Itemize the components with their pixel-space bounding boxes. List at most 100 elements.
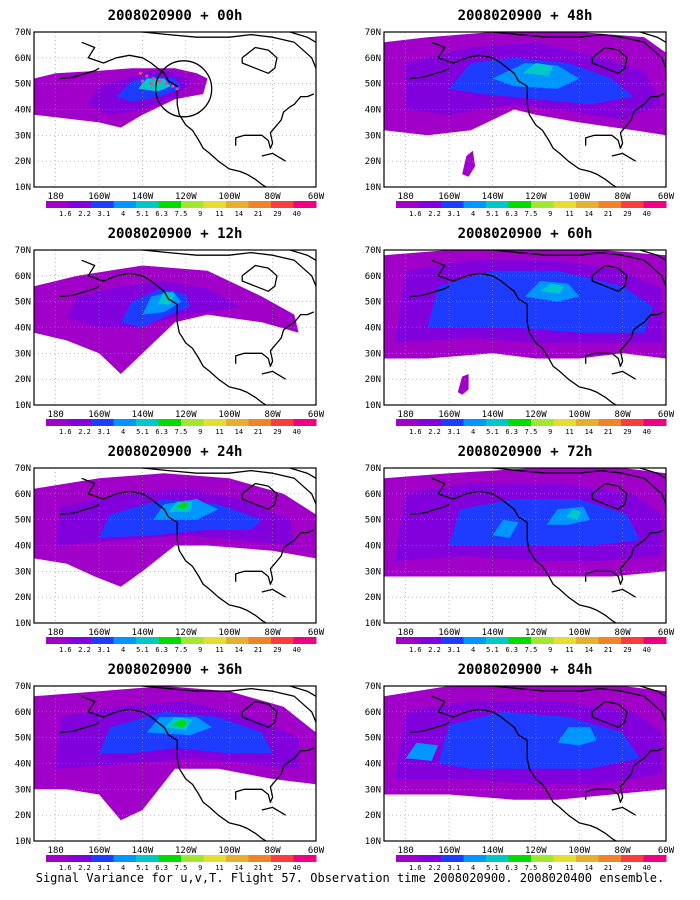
colorbar-label: 40 bbox=[292, 210, 300, 218]
colorbar-swatch bbox=[441, 637, 464, 644]
coastline bbox=[409, 721, 450, 734]
colorbar-label: 2.2 bbox=[428, 428, 441, 436]
colorbar-label: 11 bbox=[565, 210, 573, 218]
lat-label: 30N bbox=[15, 131, 31, 141]
panel-48h: 2008020900 + 48h 10N 20N 30N 40N 50N 60N 70N 18… bbox=[350, 0, 700, 218]
coastline bbox=[492, 467, 667, 505]
coastline bbox=[59, 67, 100, 80]
coastlines bbox=[409, 249, 667, 406]
lat-label: 70N bbox=[365, 464, 381, 474]
variance-contour bbox=[566, 509, 582, 520]
flight-track-point bbox=[175, 87, 179, 91]
colorbar-swatch bbox=[486, 201, 509, 208]
colorbar-label: 11 bbox=[565, 864, 573, 872]
coastline bbox=[235, 529, 315, 585]
lon-label: 60W bbox=[658, 192, 675, 202]
variance-fill bbox=[384, 686, 666, 800]
flight-track-point bbox=[164, 82, 168, 86]
lon-label: 100W bbox=[568, 628, 590, 638]
coastline bbox=[431, 695, 617, 842]
colorbar-swatch bbox=[113, 419, 137, 426]
lon-label: 140W bbox=[482, 410, 504, 420]
flight-track-point bbox=[145, 74, 149, 78]
colorbar-swatch bbox=[271, 637, 294, 644]
colorbar-label: 29 bbox=[273, 428, 281, 436]
colorbar-swatch bbox=[576, 637, 599, 644]
colorbar-label: 21 bbox=[254, 210, 262, 218]
colorbar-label: 40 bbox=[642, 864, 650, 872]
lon-label: 140W bbox=[482, 846, 504, 856]
panel-72h: 2008020900 + 72h 10N 20N 30N 40N 50N 60N 70N 18… bbox=[350, 436, 700, 654]
lon-label: 120W bbox=[175, 410, 197, 420]
coastline bbox=[142, 685, 317, 723]
colorbar-swatch bbox=[248, 419, 272, 426]
lat-label: 70N bbox=[365, 682, 381, 692]
lat-label: 70N bbox=[15, 682, 31, 692]
variance-fill bbox=[34, 265, 299, 374]
colorbar-label: 29 bbox=[273, 646, 281, 654]
coastline bbox=[409, 67, 450, 80]
coastline bbox=[81, 41, 267, 188]
coastline bbox=[289, 467, 317, 479]
lat-label: 50N bbox=[365, 516, 381, 526]
colorbar-swatch bbox=[203, 201, 227, 208]
lon-label: 80W bbox=[614, 628, 631, 638]
variance-fill bbox=[34, 68, 208, 128]
lon-label: 80W bbox=[614, 410, 631, 420]
lon-label: 100W bbox=[218, 410, 240, 420]
map-frame bbox=[383, 249, 667, 406]
hudson-bay bbox=[591, 46, 628, 74]
colorbar-label: 11 bbox=[215, 428, 223, 436]
lat-label: 10N bbox=[15, 401, 31, 411]
lat-label: 20N bbox=[365, 157, 381, 167]
lat-label: 30N bbox=[365, 131, 381, 141]
colorbar-label: 5.1 bbox=[486, 864, 499, 872]
lon-label: 160W bbox=[438, 192, 460, 202]
colorbar-swatch bbox=[441, 201, 464, 208]
colorbar-swatch bbox=[553, 855, 577, 862]
colorbar-label: 7.5 bbox=[525, 864, 538, 872]
colorbar-swatch bbox=[418, 419, 442, 426]
colorbar-swatch bbox=[396, 637, 419, 644]
colorbar-swatch bbox=[136, 201, 159, 208]
lat-label: 50N bbox=[365, 298, 381, 308]
lon-label: 160W bbox=[88, 628, 110, 638]
colorbar-label: 4 bbox=[121, 646, 125, 654]
colorbar-swatch bbox=[158, 637, 182, 644]
colorbar-label: 29 bbox=[273, 864, 281, 872]
colorbar-label: 21 bbox=[254, 646, 262, 654]
map-frame bbox=[383, 467, 667, 624]
colorbar-label: 1.6 bbox=[59, 646, 72, 654]
hudson-bay bbox=[591, 264, 628, 292]
lat-label: 70N bbox=[365, 28, 381, 38]
colorbar-label: 11 bbox=[565, 428, 573, 436]
colorbar-label: 1.6 bbox=[59, 428, 72, 436]
colorbar-label: 7.5 bbox=[175, 428, 188, 436]
colorbar-label: 21 bbox=[254, 428, 262, 436]
coastline bbox=[409, 503, 450, 516]
colorbar-label: 7.5 bbox=[175, 864, 188, 872]
colorbar-swatch bbox=[486, 637, 509, 644]
lat-label: 30N bbox=[365, 349, 381, 359]
colorbar-swatch bbox=[181, 855, 204, 862]
coastlines bbox=[59, 685, 317, 842]
coastline bbox=[261, 588, 286, 598]
variance-contour bbox=[492, 63, 580, 89]
colorbar-label: 29 bbox=[623, 210, 631, 218]
colorbar-label: 4 bbox=[121, 864, 125, 872]
colorbar-swatch bbox=[396, 201, 419, 208]
coastline bbox=[142, 249, 317, 287]
coastline bbox=[289, 685, 317, 697]
colorbar-label: 14 bbox=[585, 864, 593, 872]
colorbar-label: 6.3 bbox=[155, 646, 168, 654]
colorbar-swatch bbox=[91, 201, 114, 208]
colorbar-label: 40 bbox=[292, 646, 300, 654]
lat-label: 10N bbox=[365, 401, 381, 411]
colorbar-label: 11 bbox=[215, 646, 223, 654]
coastline bbox=[431, 477, 617, 624]
colorbar-swatch bbox=[531, 855, 554, 862]
colorbar-label: 6.3 bbox=[505, 428, 518, 436]
colorbar-label: 5.1 bbox=[136, 428, 149, 436]
colorbar-label: 1.6 bbox=[409, 646, 422, 654]
coastline bbox=[585, 311, 665, 367]
